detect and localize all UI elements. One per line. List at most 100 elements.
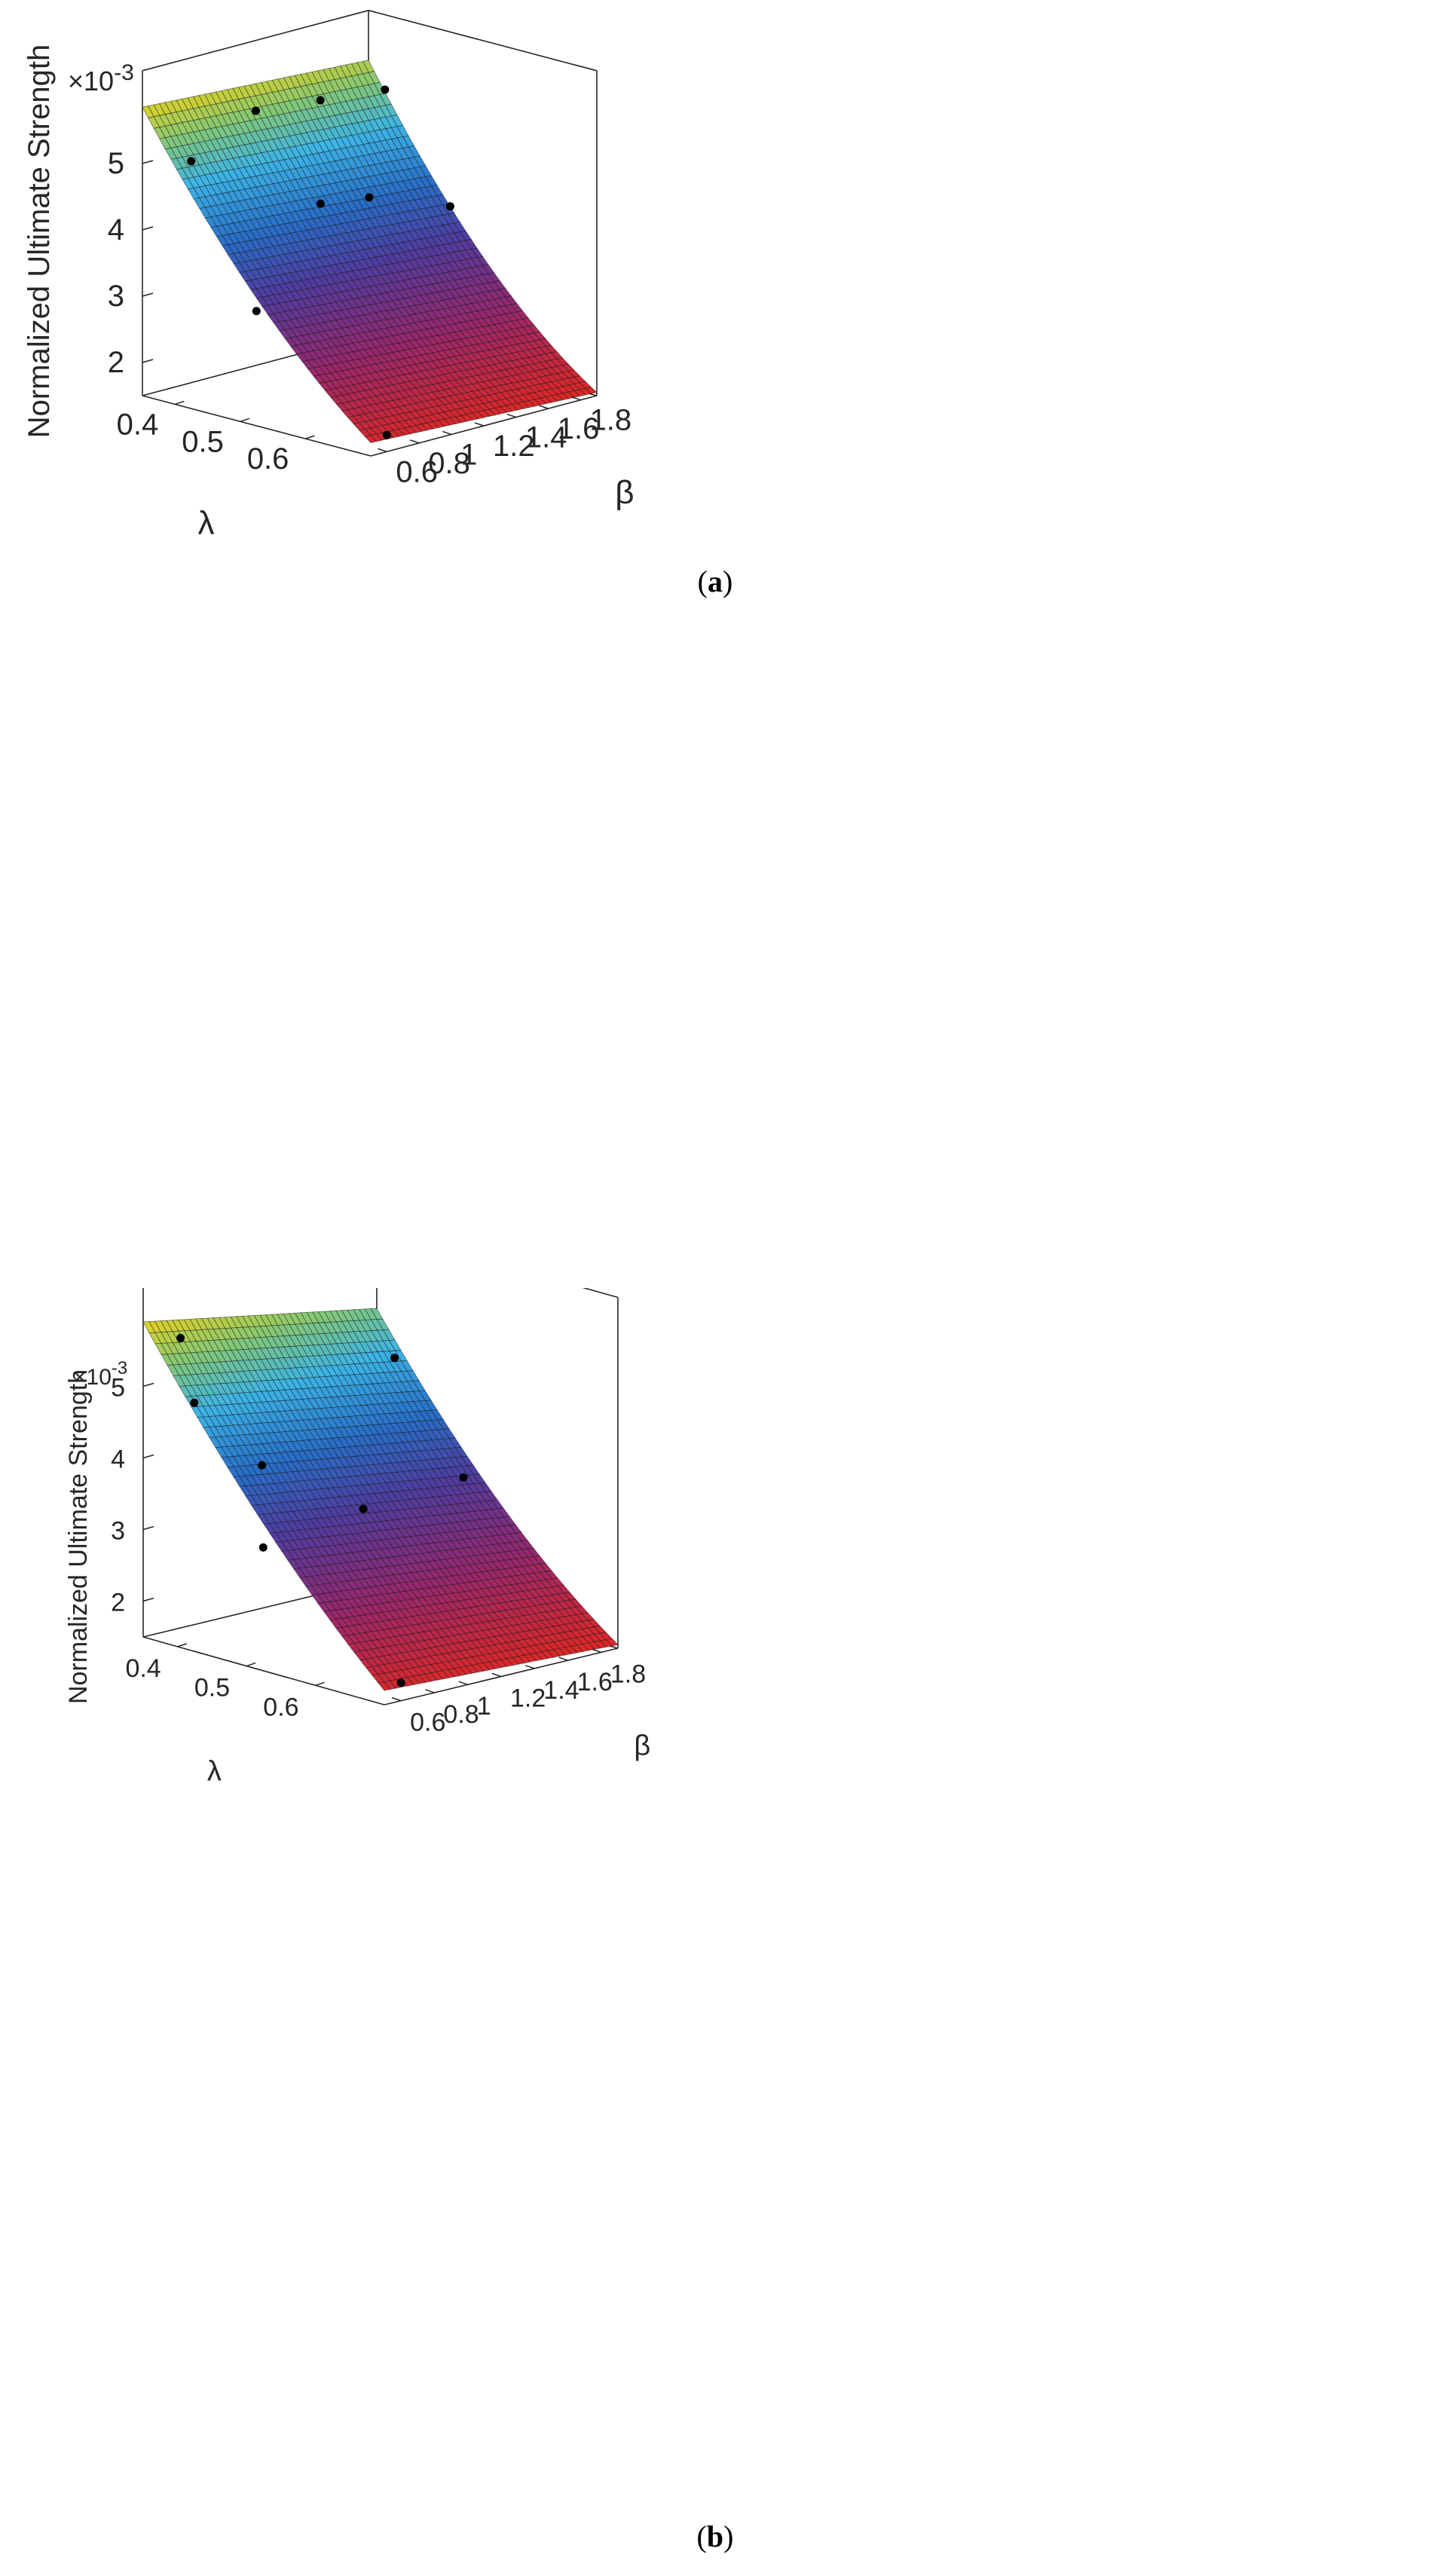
data-point-8 [382, 430, 391, 439]
x-axis-ticks: 0.4 0.5 0.6 [125, 1643, 325, 1721]
caption-close-paren: ) [723, 564, 732, 598]
caption-letter: b [707, 2519, 723, 2553]
data-point-5 [359, 1504, 368, 1513]
y-axis-ticks: 0.60.81 1.21.41.61.8 [391, 1648, 646, 1737]
box-edge-7 [142, 10, 369, 72]
z-tick-label-2: 4 [108, 213, 124, 246]
box-edge-0 [142, 395, 372, 457]
data-point-5 [445, 202, 454, 211]
x-tick-label-0: 0.4 [125, 1654, 161, 1683]
z-tick-0 [142, 1597, 154, 1602]
surface [142, 60, 598, 443]
y-axis-label: β [615, 474, 634, 511]
z-tick-label-2: 4 [111, 1446, 125, 1474]
y-tick-1 [410, 439, 420, 444]
x-axis-label: λ [207, 1755, 222, 1787]
y-tick-label-3: 1.2 [493, 430, 535, 463]
data-point-4 [258, 1543, 268, 1552]
x-tick-0 [177, 1643, 187, 1647]
data-point-3 [381, 85, 390, 94]
x-tick-label-1: 0.5 [182, 425, 224, 458]
caption-open-paren: ( [698, 564, 708, 598]
caption-open-paren: ( [697, 2519, 707, 2553]
caption-letter: a [708, 564, 723, 598]
z-tick-label-0: 2 [108, 346, 124, 379]
z-tick-label-1: 3 [111, 1517, 125, 1546]
y-tick-2 [442, 430, 452, 436]
box-edge-0 [142, 1636, 385, 1706]
z-tick-2 [142, 226, 154, 231]
x-tick-label-0: 0.4 [117, 408, 159, 441]
x-axis-label: λ [197, 505, 214, 542]
y-tick-label-5: 1.6 [577, 1668, 613, 1696]
data-point-6 [459, 1473, 468, 1482]
box-edge-8 [368, 10, 598, 72]
y-tick-5 [539, 405, 549, 409]
data-point-1 [251, 106, 260, 115]
surface-patch-39-0 [364, 435, 378, 443]
data-point-6 [316, 199, 326, 208]
y-tick-label-3: 1.2 [510, 1684, 546, 1713]
caption: (b) [697, 2519, 734, 2553]
z-tick-label-3: 5 [108, 147, 124, 180]
y-tick-2 [458, 1681, 468, 1685]
y-axis-ticks: 0.60.81 1.21.41.61.8 [378, 396, 632, 488]
y-axis-label: β [634, 1730, 650, 1761]
z-tick-label-3: 5 [111, 1374, 125, 1403]
caption-close-paren: ) [723, 2519, 733, 2553]
z-exponent-base: ×10 [68, 66, 114, 96]
y-tick-3 [491, 1672, 502, 1678]
data-point-1 [190, 1398, 199, 1407]
data-point-7 [396, 1678, 405, 1687]
z-tick-3 [142, 1382, 154, 1387]
z-axis-ticks: 2 3 4 5 [111, 1374, 154, 1617]
x-tick-label-2: 0.6 [247, 442, 289, 476]
y-tick-label-6: 1.8 [610, 1660, 646, 1688]
data-point-4 [252, 307, 261, 316]
data-points [176, 1333, 468, 1687]
y-tick-1 [425, 1689, 435, 1693]
y-tick-label-5: 1.6 [558, 412, 600, 445]
y-tick-label-2: 1 [460, 438, 477, 471]
y-tick-0 [378, 448, 387, 452]
chart-panel-b: 2 3 4 5 0.4 0.5 0.6 0.6 0.8 1 1.2 1.4 1.6 1.8 λ β Normal… [0, 1288, 1431, 2576]
surface-patch-39-0 [378, 1681, 391, 1691]
y-tick-label-0: 0.6 [396, 455, 438, 488]
x-tick-1 [240, 418, 250, 422]
x-tick-1 [246, 1662, 256, 1667]
x-axis-ticks: 0.4 0.5 0.6 [117, 400, 315, 476]
data-point-0 [176, 1333, 185, 1342]
y-tick-3 [474, 422, 485, 427]
y-tick-5 [558, 1657, 568, 1661]
data-point-3 [390, 1354, 399, 1363]
x-tick-label-2: 0.6 [263, 1693, 298, 1721]
box-edge-8 [582, 1288, 619, 1299]
y-tick-4 [506, 413, 517, 418]
caption: (a) [698, 564, 733, 598]
z-axis-ticks: 2 3 4 5 [108, 147, 154, 379]
z-exponent: ×10-3 [73, 1358, 127, 1390]
chart-panel-a: 2 3 4 5 0.4 0.5 0.6 0.6 0.8 1 1.2 1.4 1.6 1.8 λ β Normal… [23, 10, 733, 598]
y-tick-label-6: 1.8 [590, 404, 632, 437]
z-tick-1 [142, 292, 154, 297]
y-tick-6 [592, 1648, 602, 1654]
x-tick-2 [305, 435, 315, 439]
x-tick-0 [175, 400, 185, 405]
y-tick-6 [571, 396, 581, 401]
x-tick-2 [315, 1681, 325, 1686]
data-points [187, 85, 454, 439]
z-tick-3 [142, 160, 154, 164]
surface [142, 1308, 619, 1691]
z-tick-label-1: 3 [108, 280, 124, 313]
y-tick-label-4: 1.4 [543, 1676, 579, 1705]
y-tick-label-1: 0.8 [443, 1700, 479, 1729]
z-axis-label: Normalized Ultimate Strength [64, 1369, 93, 1704]
y-tick-label-4: 1.4 [525, 421, 567, 454]
y-tick-label-2: 1 [477, 1692, 491, 1721]
z-exponent-base: ×10 [73, 1365, 112, 1390]
y-tick-label-1: 0.8 [428, 447, 470, 480]
z-tick-0 [142, 359, 154, 363]
z-exponent-power: -3 [114, 60, 134, 85]
